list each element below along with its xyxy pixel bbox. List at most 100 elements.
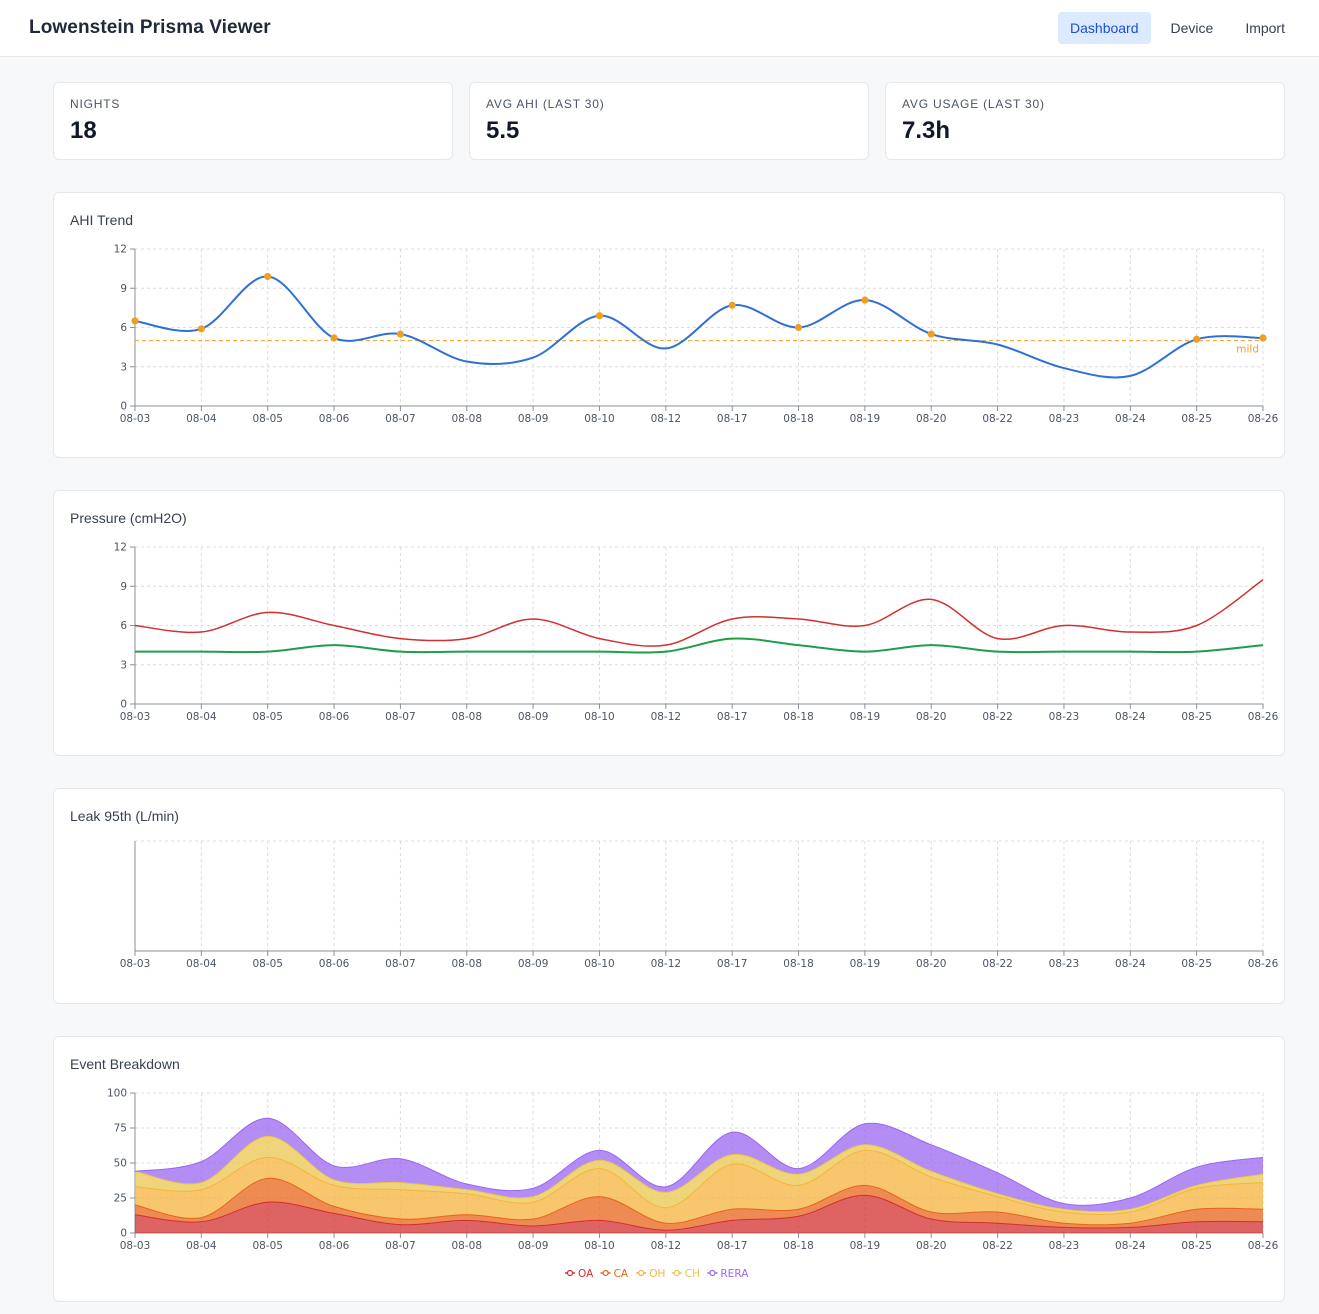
x-tick-label: 08-25: [1181, 1240, 1212, 1252]
x-tick-label: 08-07: [385, 413, 416, 425]
legend-item-oh: OH: [636, 1268, 665, 1280]
chart-legend: OA CA OH CH RERA: [565, 1268, 749, 1280]
y-tick-label: 6: [120, 322, 127, 334]
stats-row: NIGHTS 18 AVG AHI (LAST 30) 5.5 AVG USAG…: [53, 82, 1285, 160]
y-tick-label: 12: [114, 542, 127, 554]
x-tick-label: 08-08: [452, 958, 483, 970]
legend-label: CH: [685, 1268, 700, 1280]
x-tick-label: 08-09: [518, 711, 549, 723]
y-tick-label: 6: [120, 620, 127, 632]
stat-label: AVG AHI (LAST 30): [486, 97, 605, 111]
legend-marker: [602, 1269, 609, 1277]
x-tick-label: 08-05: [252, 958, 283, 970]
pressure-chart: 0 3 6 9 12 08-03 08-04 08-05 08-06 08-07 08-08 08-0…: [114, 542, 1279, 724]
x-tick-label: 08-06: [319, 413, 350, 425]
x-tick-label: 08-18: [783, 711, 814, 723]
stat-card-nights: NIGHTS 18: [53, 82, 453, 160]
x-tick-label: 08-08: [452, 413, 483, 425]
x-tick-label: 08-24: [1115, 413, 1146, 425]
chart-card-leak: Leak 95th (L/min) 08-03 08-04 08-05 08-06 08…: [53, 788, 1285, 1004]
x-tick-label: 08-23: [1049, 1240, 1080, 1252]
area-oa: [135, 1195, 1263, 1233]
grid: [135, 546, 1264, 704]
chart-card-pressure: Pressure (cmH2O) 0 3 6 9 12 08-03 08-04 08-05 08…: [53, 490, 1285, 756]
y-tick-label: 12: [114, 244, 127, 256]
x-tick-label: 08-20: [916, 1240, 947, 1252]
chart-title: AHI Trend: [70, 212, 134, 228]
chart-title: Leak 95th (L/min): [70, 808, 179, 824]
nav-device[interactable]: Device: [1170, 20, 1214, 36]
dashboard-main: NIGHTS 18 AVG AHI (LAST 30) 5.5 AVG USAG…: [0, 57, 1319, 1302]
x-tick-label: 08-26: [1248, 1240, 1279, 1252]
stat-card-avg-ahi: AVG AHI (LAST 30) 5.5: [469, 82, 869, 160]
x-tick-label: 08-04: [186, 413, 217, 425]
ahi-trend-chart: 0 3 6 9 12 08-03 08-04 08-05 08-06 08-07 08-08 08-0…: [114, 244, 1279, 426]
x-tick-label: 08-05: [252, 1240, 283, 1252]
ahi-data-point: [861, 296, 869, 304]
grid: [135, 840, 1264, 951]
legend-item-rera: RERA: [707, 1268, 749, 1280]
stat-value: 5.5: [486, 117, 520, 144]
x-tick-label: 08-20: [916, 958, 947, 970]
x-tick-label: 08-25: [1181, 711, 1212, 723]
x-tick-label: 08-24: [1115, 711, 1146, 723]
x-tick-label: 08-18: [783, 413, 814, 425]
x-tick-label: 08-23: [1049, 413, 1080, 425]
x-tick-label: 08-04: [186, 1240, 217, 1252]
x-tick-label: 08-03: [120, 1240, 151, 1252]
area-ch: [135, 1136, 1263, 1215]
leak-chart: 08-03 08-04 08-05 08-06 08-07 08-08 08-09 08-10…: [120, 840, 1279, 970]
y-tick-label: 75: [114, 1123, 127, 1135]
x-tick-label: 08-12: [651, 1240, 682, 1252]
y-tick-label: 0: [120, 1228, 127, 1240]
x-tick-label: 08-24: [1115, 958, 1146, 970]
x-tick-label: 08-06: [319, 1240, 350, 1252]
stacked-areas: [135, 1118, 1263, 1233]
ahi-series-line: [134, 275, 1264, 379]
y-tick-label: 3: [120, 659, 127, 671]
x-tick-label: 08-23: [1049, 711, 1080, 723]
x-tick-label: 08-08: [452, 711, 483, 723]
legend-label: OH: [649, 1268, 665, 1280]
y-tick-label: 3: [120, 361, 127, 373]
nav-import[interactable]: Import: [1245, 20, 1285, 36]
x-tick-label: 08-26: [1248, 711, 1279, 723]
x-tick-label: 08-04: [186, 958, 217, 970]
x-tick-label: 08-07: [385, 958, 416, 970]
x-tick-label: 08-17: [717, 413, 748, 425]
x-tick-label: 08-03: [120, 958, 151, 970]
x-tick-label: 08-22: [982, 958, 1013, 970]
x-tick-label: 08-12: [651, 958, 682, 970]
top-bar: Lowenstein Prisma Viewer Dashboard Devic…: [0, 0, 1319, 57]
chart-title: Event Breakdown: [70, 1056, 180, 1072]
x-tick-label: 08-17: [717, 711, 748, 723]
chart-card-events: Event Breakdown 0 25 50 75 100 08-03 08-04 08-0…: [53, 1036, 1285, 1302]
x-tick-label: 08-10: [584, 1240, 615, 1252]
event-breakdown-chart: 0 25 50 75 100 08-03 08-04 08-05 08-06 08-07 08-08…: [107, 1088, 1279, 1281]
x-tick-label: 08-22: [982, 711, 1013, 723]
pressure-series-line: [135, 637, 1264, 654]
ahi-data-point: [1193, 335, 1201, 343]
app-title: Lowenstein Prisma Viewer: [29, 17, 271, 38]
x-tick-label: 08-19: [850, 958, 881, 970]
ahi-data-point: [264, 272, 272, 281]
x-tick-label: 08-05: [252, 413, 283, 425]
x-tick-label: 08-12: [651, 711, 682, 723]
x-tick-label: 08-04: [186, 711, 217, 723]
stat-label: NIGHTS: [70, 97, 121, 111]
legend-item-ch: CH: [671, 1268, 700, 1280]
x-tick-label: 08-07: [385, 711, 416, 723]
main-nav: Dashboard Device Import: [1058, 12, 1297, 44]
legend-item-ca: CA: [600, 1268, 629, 1280]
x-tick-label: 08-03: [120, 711, 151, 723]
legend-label: OA: [578, 1268, 594, 1280]
y-tick-label: 0: [120, 401, 127, 413]
x-tick-label: 08-10: [584, 413, 615, 425]
nav-dashboard[interactable]: Dashboard: [1058, 12, 1151, 44]
y-tick-label: 9: [120, 581, 127, 593]
x-tick-label: 08-25: [1181, 958, 1212, 970]
legend-label: CA: [614, 1268, 629, 1280]
area-edge-ca: [134, 1177, 1264, 1226]
stat-value: 7.3h: [902, 117, 951, 144]
x-tick-label: 08-06: [319, 711, 350, 723]
